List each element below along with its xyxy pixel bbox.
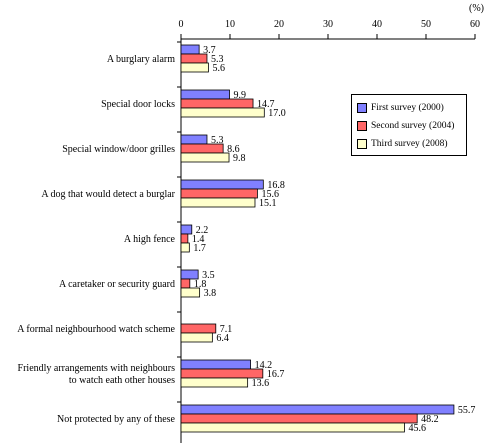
bar-value-label: 13.6 [252, 378, 270, 389]
bar [180, 224, 193, 235]
legend-item: Second survey (2004) [357, 117, 466, 135]
bar-value-label: 14.7 [257, 99, 275, 110]
bar-value-label: 5.3 [211, 135, 224, 146]
bar-value-label: 3.5 [202, 270, 215, 281]
bar-value-label: 55.7 [458, 405, 476, 416]
bar [180, 359, 251, 370]
x-tick-label: 30 [323, 19, 333, 30]
bar-value-label: 5.6 [212, 63, 225, 74]
legend-label: First survey (2000) [371, 103, 444, 113]
category-label: Friendly arrangements with neighbours [18, 363, 176, 374]
bar [180, 242, 190, 253]
category-label: A burglary alarm [107, 54, 175, 65]
bar [180, 377, 249, 388]
x-tick-label: 40 [372, 19, 382, 30]
bar-value-label: 45.6 [408, 423, 426, 434]
x-tick-label: 50 [421, 19, 431, 30]
bar-value-label: 48.2 [421, 414, 439, 425]
category-label: A caretaker or security guard [59, 279, 175, 290]
x-tick-label: 0 [179, 19, 184, 30]
bar [180, 404, 455, 415]
chart-legend: First survey (2000) Second survey (2004) T… [351, 94, 467, 156]
bar-value-label: 15.1 [259, 198, 277, 209]
bar-value-label: 17.0 [268, 108, 286, 119]
bar [180, 143, 224, 154]
bar [180, 269, 199, 280]
bar [180, 152, 230, 163]
bar [180, 98, 254, 109]
bar-value-label: 15.6 [261, 189, 279, 200]
bar [180, 62, 209, 73]
bar-value-label: 2.2 [196, 225, 209, 236]
bar-value-label: 9.9 [234, 90, 247, 101]
bar [180, 233, 189, 244]
bar [180, 89, 230, 100]
bar-value-label: 1.4 [192, 234, 205, 245]
category-label: A high fence [124, 234, 176, 245]
bar-value-label: 7.1 [220, 324, 233, 335]
legend-swatch [357, 103, 367, 113]
category-label: to watch eath other houses [69, 375, 175, 386]
bar [180, 422, 405, 433]
legend-swatch [357, 121, 367, 131]
category-label: A formal neighbourhood watch scheme [17, 324, 175, 335]
category-label: Special door locks [101, 99, 175, 110]
bar [180, 197, 256, 208]
axis-unit-label: (%) [469, 3, 484, 14]
category-label: A dog that would detect a burglar [41, 189, 175, 200]
bar-value-label: 14.2 [255, 360, 273, 371]
bar [180, 53, 208, 64]
bar [180, 179, 264, 190]
legend-label: Second survey (2004) [371, 121, 455, 131]
bar-value-label: 9.8 [233, 153, 246, 164]
bar [180, 107, 265, 118]
bar-value-label: 3.7 [203, 45, 216, 56]
bar-value-label: 1.8 [194, 279, 207, 290]
legend-item: Third survey (2008) [357, 135, 466, 153]
x-tick-label: 20 [274, 19, 284, 30]
bar [180, 278, 191, 289]
legend-item: First survey (2000) [357, 99, 466, 117]
legend-swatch [357, 139, 367, 149]
x-tick-label: 10 [225, 19, 235, 30]
bar-value-label: 16.7 [267, 369, 285, 380]
x-tick-label: 60 [470, 19, 480, 30]
category-label: Not protected by any of these [57, 414, 176, 425]
bar [180, 44, 200, 55]
legend-label: Third survey (2008) [371, 139, 448, 149]
bar-value-label: 8.6 [227, 144, 240, 155]
bar-value-label: 6.4 [216, 333, 229, 344]
bar [180, 368, 264, 379]
bar [180, 413, 418, 424]
bar-value-label: 5.3 [211, 54, 224, 65]
bar [180, 287, 201, 298]
bar-value-label: 3.8 [204, 288, 217, 299]
bar [180, 188, 258, 199]
bar [180, 134, 208, 145]
category-label: Special window/door grilles [62, 144, 175, 155]
bar-value-label: 16.8 [267, 180, 285, 191]
bar [180, 323, 217, 334]
bar-value-label: 1.7 [193, 243, 206, 254]
bar [180, 332, 213, 343]
